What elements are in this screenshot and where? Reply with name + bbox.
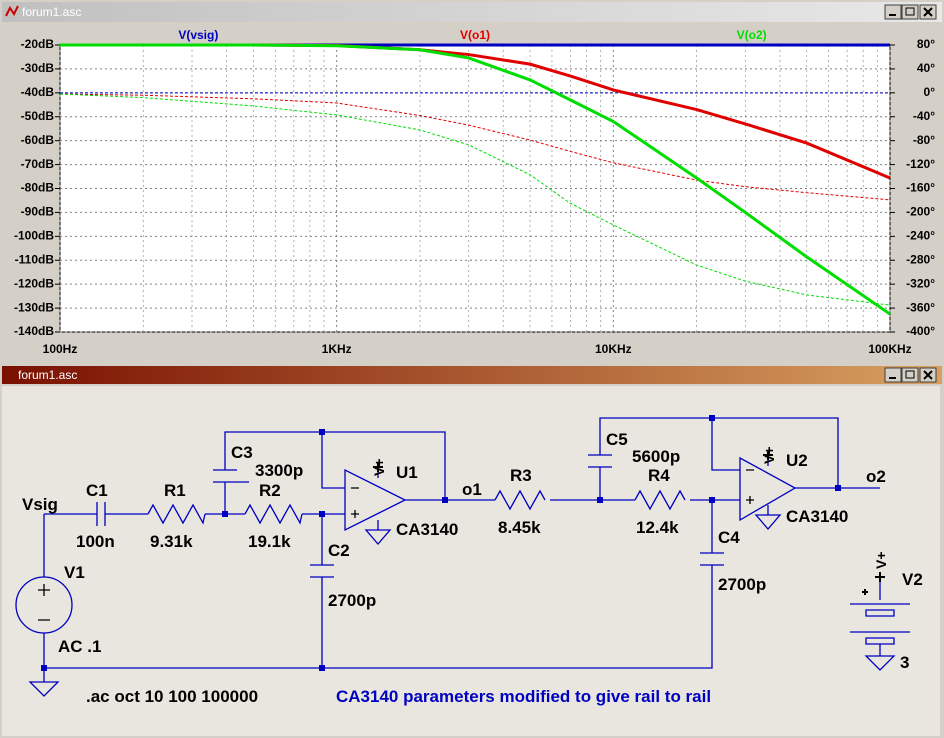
y2-tick-label: -120° bbox=[906, 157, 935, 171]
y-tick-label: -80dB bbox=[21, 181, 55, 195]
x-tick-label: 100KHz bbox=[868, 342, 911, 356]
junctions bbox=[41, 415, 841, 671]
window-buttons[interactable] bbox=[884, 4, 937, 20]
y2-tick-label: -40° bbox=[913, 109, 935, 123]
y-tick-label: -60dB bbox=[21, 133, 55, 147]
wires bbox=[15, 415, 910, 697]
y-tick-label: -50dB bbox=[21, 109, 55, 123]
value: 2700p bbox=[718, 575, 766, 594]
spice-directive: .ac oct 10 100 100000 bbox=[86, 687, 258, 706]
y2-tick-label: -240° bbox=[906, 229, 935, 243]
phase-trace bbox=[59, 93, 891, 306]
magnitude-trace bbox=[60, 43, 891, 316]
value: 5600p bbox=[632, 447, 680, 466]
ref: C3 bbox=[231, 443, 253, 462]
value: CA3140 bbox=[786, 507, 848, 526]
net-label: o1 bbox=[462, 480, 482, 499]
y-tick-label: -40dB bbox=[21, 85, 55, 99]
ref: R2 bbox=[259, 481, 281, 500]
ref: R1 bbox=[164, 481, 186, 500]
x-tick-label: 10KHz bbox=[595, 342, 632, 356]
y2-tick-label: -200° bbox=[906, 205, 935, 219]
y2-tick-label: -280° bbox=[906, 252, 935, 266]
value: 19.1k bbox=[248, 532, 291, 551]
x-tick-label: 100Hz bbox=[43, 342, 78, 356]
y-tick-label: -20dB bbox=[21, 37, 55, 51]
y2-tick-label: 80° bbox=[917, 37, 935, 51]
ref: C4 bbox=[718, 528, 740, 547]
ref: U1 bbox=[396, 463, 418, 482]
ref: C1 bbox=[86, 481, 108, 500]
plot: 100Hz 1KHz 10KHz 100KHz -20dB -30dB -40dB -50dB… bbox=[14, 28, 935, 356]
ref: C5 bbox=[606, 430, 628, 449]
legend-entry: V(o2) bbox=[737, 28, 767, 42]
ref: U2 bbox=[786, 451, 808, 470]
window-buttons[interactable] bbox=[884, 367, 937, 383]
comment: CA3140 parameters modified to give rail … bbox=[336, 687, 711, 706]
y2-tick-label: -360° bbox=[906, 300, 935, 314]
close-icon bbox=[923, 7, 933, 17]
app-icon bbox=[5, 5, 19, 17]
y2-tick-label: -160° bbox=[906, 181, 935, 195]
y-tick-label: -70dB bbox=[21, 157, 55, 171]
y-tick-label: -30dB bbox=[21, 61, 55, 75]
opamps bbox=[344, 456, 797, 532]
supply-label: V+ bbox=[371, 458, 387, 476]
title-bar[interactable] bbox=[2, 2, 942, 22]
ref: V1 bbox=[64, 563, 85, 582]
value: 3 bbox=[900, 653, 909, 672]
minimize-button[interactable] bbox=[884, 4, 902, 20]
labels: Vsig C1 100n R1 9.31k C3 3300p R2 19.1k … bbox=[22, 430, 923, 706]
minimize-button[interactable] bbox=[884, 367, 902, 383]
x-tick-label: 1KHz bbox=[322, 342, 352, 356]
window-title: forum1.asc bbox=[18, 368, 77, 382]
resistors bbox=[147, 489, 686, 525]
value: 12.4k bbox=[636, 518, 679, 537]
supply-label: V+ bbox=[761, 446, 777, 464]
value: AC .1 bbox=[58, 637, 101, 656]
maximize-button[interactable] bbox=[901, 367, 919, 383]
legend-entry: V(vsig) bbox=[178, 28, 218, 42]
y-tick-label: -140dB bbox=[14, 324, 54, 338]
ref: V2 bbox=[902, 570, 923, 589]
y2-tick-label: -80° bbox=[913, 133, 935, 147]
value: CA3140 bbox=[396, 520, 458, 539]
schematic-window: forum1.asc bbox=[0, 364, 944, 738]
value: 9.31k bbox=[150, 532, 193, 551]
supply-label: V+ bbox=[873, 551, 889, 569]
title-bar[interactable] bbox=[2, 366, 942, 384]
voltage-source bbox=[15, 576, 73, 634]
y2-tick-label: 0° bbox=[924, 85, 936, 99]
schematic-canvas[interactable] bbox=[2, 386, 940, 736]
legend-entry: V(o1) bbox=[460, 28, 490, 42]
value: 3300p bbox=[255, 461, 303, 480]
net-label: o2 bbox=[866, 467, 886, 486]
ref: R3 bbox=[510, 466, 532, 485]
value: 2700p bbox=[328, 591, 376, 610]
y2-tick-label: -400° bbox=[906, 324, 935, 338]
capacitor-plates bbox=[96, 454, 724, 578]
window-title: forum1.asc bbox=[22, 5, 81, 19]
maximize-icon bbox=[905, 7, 915, 16]
y-tick-label: -90dB bbox=[21, 205, 55, 219]
maximize-button[interactable] bbox=[901, 4, 919, 20]
y-tick-label: -120dB bbox=[14, 276, 54, 290]
y-tick-label: -110dB bbox=[15, 252, 55, 266]
source-signs bbox=[38, 584, 50, 621]
ref: R4 bbox=[648, 466, 670, 485]
y-tick-label: -100dB bbox=[14, 229, 54, 243]
net-label: Vsig bbox=[22, 495, 58, 514]
opamp-pins bbox=[351, 469, 754, 518]
y2-tick-label: -320° bbox=[906, 276, 935, 290]
value: 8.45k bbox=[498, 518, 541, 537]
ref: C2 bbox=[328, 541, 350, 560]
y-tick-label: -130dB bbox=[14, 300, 54, 314]
close-icon bbox=[923, 370, 933, 380]
y2-tick-label: 40° bbox=[917, 61, 935, 75]
maximize-icon bbox=[905, 370, 915, 379]
value: 100n bbox=[76, 532, 115, 551]
plus-signs bbox=[373, 450, 885, 595]
